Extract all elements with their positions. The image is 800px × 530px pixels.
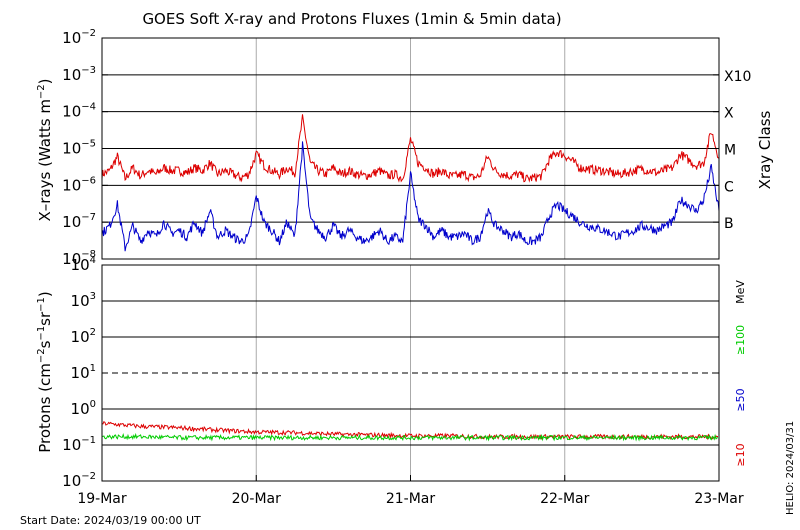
- xray-gridlines: [102, 38, 719, 259]
- proton-series-ge10-line: [102, 420, 718, 441]
- chart-title: GOES Soft X-ray and Protons Fluxes (1min…: [142, 10, 561, 28]
- proton-y-tick-label: 103: [71, 291, 96, 310]
- xray-y-tick-label: 10−4: [62, 102, 96, 121]
- xray-y-tick-label: 10−3: [62, 65, 96, 84]
- proton-y-tick-label: 10−1: [62, 435, 96, 454]
- start-date-label: Start Date: 2024/03/19 00:00 UT: [20, 514, 201, 527]
- x-tick-label: 19-Mar: [77, 491, 127, 507]
- xray-class-label: C: [724, 179, 734, 195]
- xray-series-short-line: [101, 141, 720, 252]
- proton-series: [101, 420, 718, 442]
- proton-y-ticks: 104 103 102 101 100 10−1 10−2: [62, 255, 719, 490]
- xray-y-tick-label: 10−8: [62, 249, 96, 268]
- proton-y-tick-label: 100: [71, 399, 96, 418]
- mev-unit-label: MeV: [734, 280, 747, 304]
- xray-panel: 10−2 10−3 10−4 10−5 10−6 10−7 10−8 X10 X M C B X–r…: [36, 28, 774, 268]
- proton-y-tick-label: 10−2: [62, 471, 96, 490]
- proton-energy-label: ≥50: [734, 388, 747, 411]
- x-tick-label: 20-Mar: [232, 491, 282, 507]
- proton-y-tick-label: 104: [71, 255, 96, 274]
- xray-y-ticks: 10−2 10−3 10−4 10−5 10−6 10−7 10−8: [62, 28, 719, 268]
- proton-energy-labels: ≥100 ≥50 ≥10: [734, 325, 747, 467]
- xray-y-tick-label: 10−7: [62, 212, 96, 231]
- xray-class-label: X: [724, 106, 734, 122]
- helio-date-label: HELIO: 2024/03/31: [785, 421, 796, 515]
- xray-class-labels: X10 X M C B: [724, 69, 751, 232]
- xray-class-label: B: [724, 216, 734, 232]
- x-tick-label: 22-Mar: [540, 491, 590, 507]
- x-tick-label: 23-Mar: [694, 491, 744, 507]
- xray-y-tick-label: 10−6: [62, 175, 96, 194]
- proton-y-tick-label: 102: [71, 327, 96, 346]
- xray-series-long-line: [101, 114, 720, 183]
- proton-panel: 104 103 102 101 100 10−1 10−2 Protons (cm−2s−1…: [36, 255, 747, 490]
- proton-gridlines: [102, 265, 719, 481]
- xray-series: [101, 114, 720, 252]
- xray-class-label: X10: [724, 69, 751, 85]
- xray-class-label: M: [724, 143, 736, 159]
- xray-y-tick-label: 10−2: [62, 28, 96, 47]
- xray-y-axis-label: X–rays (Watts m−2): [36, 78, 54, 221]
- proton-energy-label: ≥10: [734, 443, 747, 466]
- proton-energy-label: ≥100: [734, 325, 747, 355]
- x-tick-label: 21-Mar: [386, 491, 436, 507]
- xray-class-axis-label: Xray Class: [756, 110, 774, 189]
- proton-series-ge100-line: [101, 432, 718, 442]
- proton-y-tick-label: 101: [71, 363, 96, 382]
- xray-y-tick-label: 10−5: [62, 139, 96, 158]
- x-axis-ticks: 19-Mar 20-Mar 21-Mar 22-Mar 23-Mar: [77, 475, 744, 507]
- proton-y-axis-label: Protons (cm−2s−1sr−1): [36, 291, 54, 453]
